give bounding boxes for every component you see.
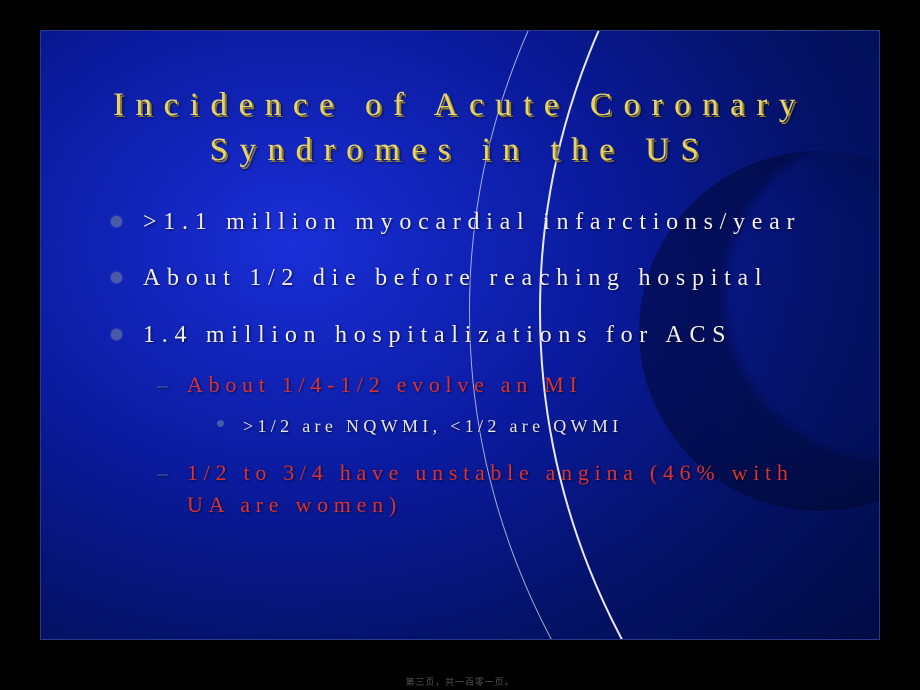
slide-body: >1.1 million myocardial infarctions/year… <box>111 206 839 545</box>
slide-title: Incidence of Acute Coronary Syndromes in… <box>41 83 879 172</box>
sub-bullet-text: About 1/4-1/2 evolve an MI <box>187 372 583 397</box>
slide: Incidence of Acute Coronary Syndromes in… <box>40 30 880 640</box>
page-footer: 第三页，共一百零一页。 <box>0 675 920 688</box>
bullet-item: 1.4 million hospitalizations for ACS Abo… <box>111 319 839 521</box>
sub-bullet-item: 1/2 to 3/4 have unstable angina (46% wit… <box>157 457 839 521</box>
sub-bullet-item: About 1/4-1/2 evolve an MI >1/2 are NQWM… <box>157 369 839 439</box>
sub-sub-bullet-item: >1/2 are NQWMI, <1/2 are QWMI <box>217 413 839 439</box>
title-line-1: Incidence of Acute Coronary <box>113 87 807 123</box>
bullet-list: >1.1 million myocardial infarctions/year… <box>111 206 839 521</box>
title-line-2: Syndromes in the US <box>210 132 711 168</box>
sub-bullet-list: About 1/4-1/2 evolve an MI >1/2 are NQWM… <box>143 369 839 521</box>
bullet-item: >1.1 million myocardial infarctions/year <box>111 206 839 238</box>
bullet-text: About 1/2 die before reaching hospital <box>143 265 768 291</box>
bullet-text: 1.4 million hospitalizations for ACS <box>143 322 732 348</box>
sub-sub-bullet-list: >1/2 are NQWMI, <1/2 are QWMI <box>187 413 839 439</box>
bullet-text: >1.1 million myocardial infarctions/year <box>143 209 801 235</box>
bullet-item: About 1/2 die before reaching hospital <box>111 262 839 294</box>
sub-bullet-text: 1/2 to 3/4 have unstable angina (46% wit… <box>187 460 794 517</box>
sub-sub-bullet-text: >1/2 are NQWMI, <1/2 are QWMI <box>243 416 623 436</box>
